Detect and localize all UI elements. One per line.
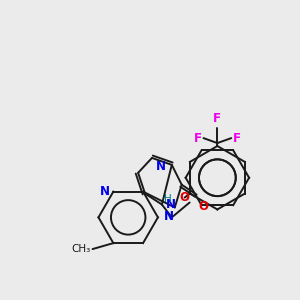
- Text: N: N: [156, 160, 166, 173]
- Text: F: F: [194, 132, 202, 145]
- Text: O: O: [180, 191, 190, 204]
- Text: H: H: [164, 194, 172, 205]
- Text: N: N: [164, 210, 174, 224]
- Text: N: N: [100, 185, 110, 198]
- Text: CH₃: CH₃: [71, 244, 91, 254]
- Text: N: N: [166, 198, 176, 211]
- Text: O: O: [199, 200, 208, 212]
- Text: F: F: [213, 112, 221, 125]
- Text: F: F: [233, 132, 241, 145]
